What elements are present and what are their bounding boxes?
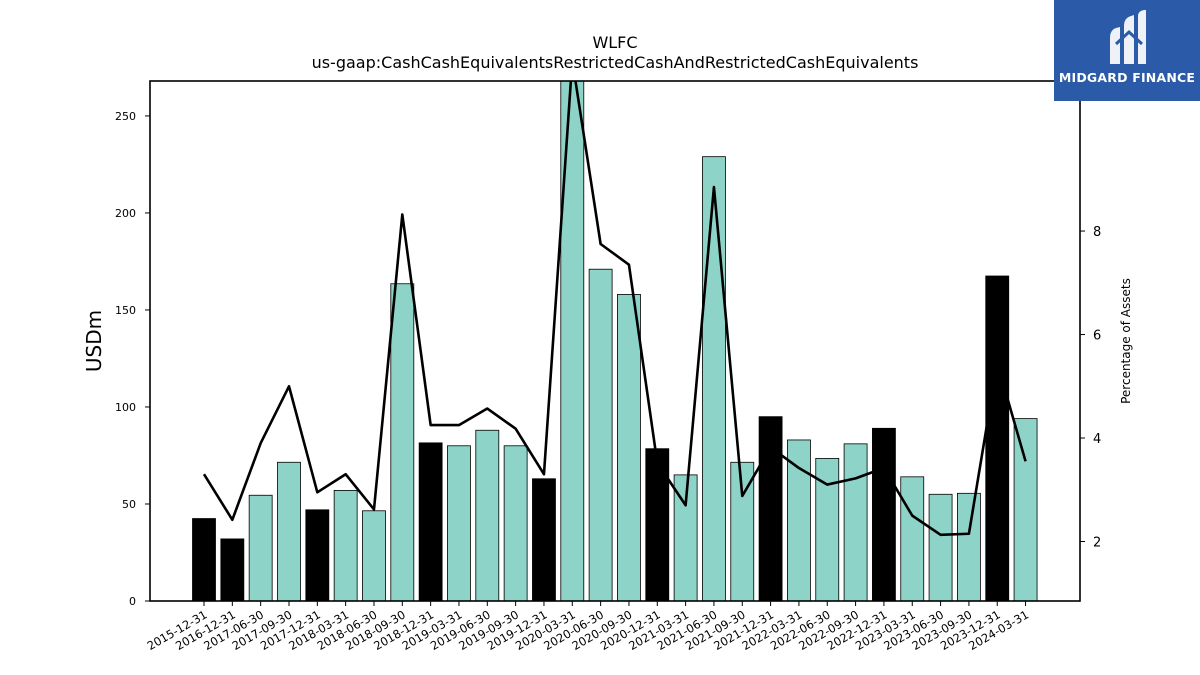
y-tick-label: 50	[122, 498, 136, 511]
bar-2017-09-30	[277, 461, 301, 601]
bar-2019-06-30	[475, 429, 500, 601]
chart-title: WLFC	[592, 33, 637, 52]
percent-of-assets-line	[202, 81, 1027, 537]
logo-mark-icon	[1110, 10, 1146, 64]
midgard-finance-logo: MIDGARD FINANCE	[1054, 0, 1200, 101]
bar-2023-03-31	[900, 476, 925, 601]
y-tick-label: 200	[115, 207, 136, 220]
bar-2016-12-31	[220, 538, 245, 601]
plot-frame	[149, 80, 1081, 602]
bar-2021-12-31	[758, 416, 783, 601]
bar-2017-12-31	[305, 509, 330, 601]
bar-2018-09-30	[390, 283, 415, 601]
y-tick-label: 250	[115, 110, 136, 123]
bar-2020-06-30	[588, 268, 613, 601]
bar-2021-06-30	[702, 156, 726, 601]
bar-2021-03-31	[673, 474, 698, 601]
bar-2020-09-30	[617, 294, 641, 601]
bar-2018-06-30	[362, 510, 386, 601]
y-tick-label: 100	[115, 401, 136, 414]
bar-2018-12-31	[418, 442, 443, 601]
y2-tick-label: 4	[1093, 432, 1101, 447]
bar-2024-03-31	[1013, 418, 1038, 601]
y2-tick-label: 2	[1093, 535, 1101, 550]
bar-2022-06-30	[815, 457, 840, 601]
y2-tick-label: 6	[1093, 329, 1101, 344]
bar-2023-09-30	[957, 492, 981, 601]
chart-subtitle: us-gaap:CashCashEquivalentsRestrictedCas…	[312, 53, 919, 72]
bar-2019-03-31	[447, 445, 471, 601]
bar-2022-03-31	[787, 439, 811, 601]
bar-2020-12-31	[645, 448, 670, 601]
y2-axis-label: Percentage of Assets	[1119, 278, 1133, 404]
bar-2015-12-31	[192, 518, 216, 601]
bar-2022-12-31	[872, 427, 896, 601]
y-axis-label: USDm	[82, 310, 106, 372]
bar-2017-06-30	[248, 494, 273, 601]
y-tick-label: 150	[115, 304, 136, 317]
bar-series	[192, 81, 1038, 601]
bar-2019-09-30	[503, 445, 528, 601]
bar-2018-03-31	[333, 489, 358, 601]
bar-2023-06-30	[928, 493, 953, 601]
bar-2019-12-31	[532, 478, 556, 601]
bar-2020-03-31	[560, 81, 585, 601]
y-tick-label: 0	[129, 595, 136, 608]
bar-2023-12-31	[985, 275, 1010, 601]
logo-text: MIDGARD FINANCE	[1058, 70, 1196, 85]
y2-tick-label: 8	[1093, 225, 1101, 240]
bar-2022-09-30	[843, 443, 868, 601]
